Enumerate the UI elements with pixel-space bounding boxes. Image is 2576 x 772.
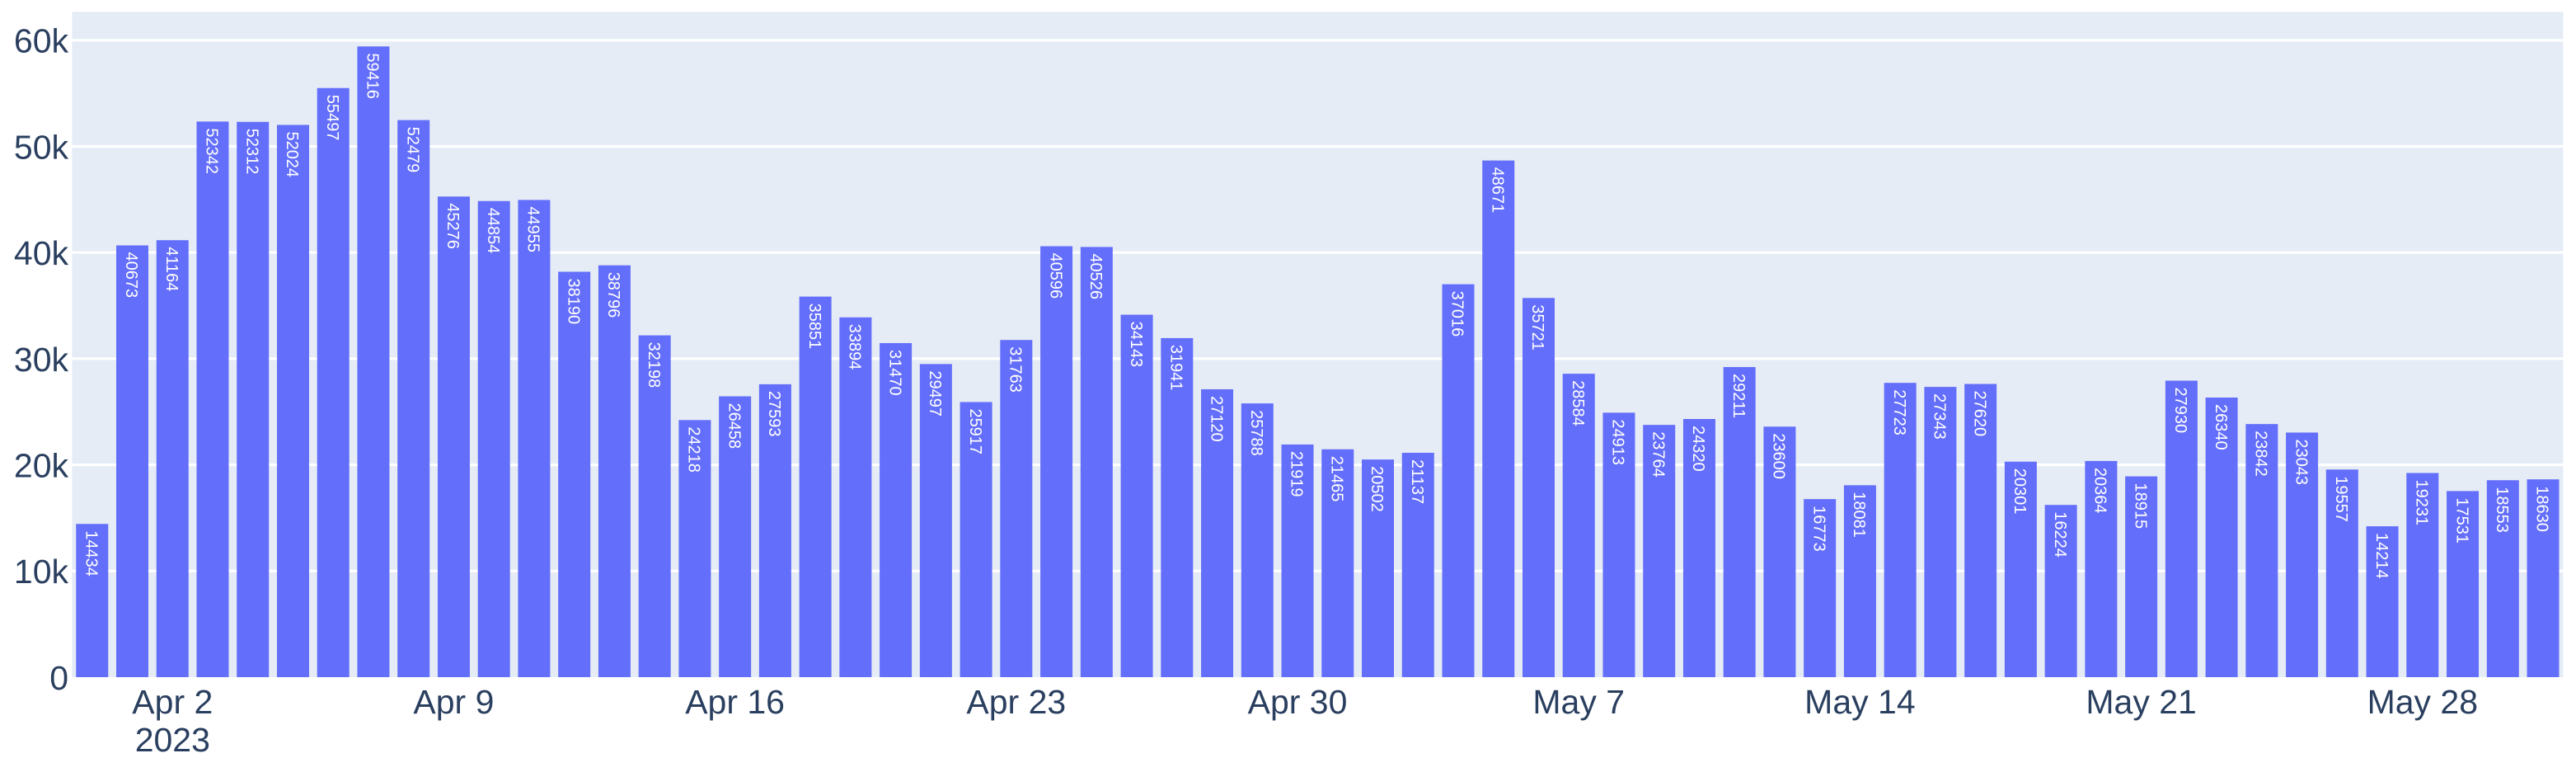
svg-text:23764: 23764 <box>1649 431 1667 478</box>
svg-text:41164: 41164 <box>162 247 181 291</box>
svg-text:30k: 30k <box>14 341 69 379</box>
svg-text:18553: 18553 <box>2493 487 2511 533</box>
svg-text:21919: 21919 <box>1288 451 1306 497</box>
svg-text:40k: 40k <box>14 234 69 272</box>
svg-text:27930: 27930 <box>2171 388 2189 434</box>
svg-text:19557: 19557 <box>2332 476 2350 522</box>
svg-text:38190: 38190 <box>564 278 582 324</box>
svg-text:May 14: May 14 <box>1804 683 1915 721</box>
svg-text:26458: 26458 <box>725 402 743 449</box>
svg-text:55497: 55497 <box>323 95 341 141</box>
svg-text:27343: 27343 <box>1931 393 1949 440</box>
svg-text:0: 0 <box>49 659 68 697</box>
svg-text:25788: 25788 <box>1247 410 1265 456</box>
svg-text:59416: 59416 <box>364 53 382 99</box>
svg-text:Apr 2: Apr 2 <box>132 683 213 721</box>
svg-text:10k: 10k <box>14 553 69 591</box>
svg-text:18915: 18915 <box>2131 483 2149 530</box>
svg-text:40596: 40596 <box>1046 253 1064 299</box>
svg-text:14214: 14214 <box>2372 533 2391 579</box>
svg-text:40673: 40673 <box>122 252 140 299</box>
svg-text:44955: 44955 <box>524 206 542 252</box>
svg-text:May 7: May 7 <box>1532 683 1625 721</box>
svg-text:23043: 23043 <box>2292 439 2310 485</box>
svg-text:27620: 27620 <box>1970 391 1988 437</box>
svg-text:37016: 37016 <box>1448 291 1466 337</box>
svg-text:32198: 32198 <box>645 342 663 388</box>
svg-text:29211: 29211 <box>1729 374 1748 418</box>
svg-text:20364: 20364 <box>2091 468 2109 514</box>
svg-text:14434: 14434 <box>82 530 100 577</box>
svg-text:23842: 23842 <box>2252 431 2270 477</box>
svg-text:21137: 21137 <box>1408 459 1426 504</box>
svg-text:Apr 23: Apr 23 <box>966 683 1066 721</box>
svg-text:48671: 48671 <box>1488 167 1506 214</box>
svg-text:27120: 27120 <box>1207 396 1225 442</box>
svg-text:May 28: May 28 <box>2367 683 2478 721</box>
svg-text:35851: 35851 <box>805 304 823 350</box>
svg-text:38796: 38796 <box>604 272 622 318</box>
svg-text:45276: 45276 <box>443 203 462 249</box>
svg-text:17531: 17531 <box>2452 497 2470 544</box>
svg-text:60k: 60k <box>14 22 69 60</box>
svg-text:25917: 25917 <box>966 408 984 454</box>
svg-text:31470: 31470 <box>885 350 903 396</box>
svg-text:16773: 16773 <box>1809 506 1828 552</box>
svg-text:33894: 33894 <box>846 324 864 370</box>
svg-text:18081: 18081 <box>1850 492 1868 538</box>
svg-text:Apr 16: Apr 16 <box>685 683 785 721</box>
svg-text:40526: 40526 <box>1086 253 1105 299</box>
svg-text:23600: 23600 <box>1770 433 1788 479</box>
svg-text:18630: 18630 <box>2533 486 2551 532</box>
svg-text:26340: 26340 <box>2212 404 2230 450</box>
svg-text:21465: 21465 <box>1327 456 1345 502</box>
svg-text:52024: 52024 <box>283 131 301 177</box>
svg-text:28584: 28584 <box>1569 380 1587 426</box>
svg-text:34143: 34143 <box>1127 322 1145 368</box>
svg-text:31941: 31941 <box>1167 345 1185 391</box>
svg-text:19231: 19231 <box>2413 480 2431 526</box>
svg-text:35721: 35721 <box>1528 304 1546 351</box>
svg-text:20k: 20k <box>14 447 69 485</box>
svg-text:Apr 9: Apr 9 <box>413 683 494 721</box>
svg-text:20301: 20301 <box>2011 468 2029 515</box>
svg-text:24218: 24218 <box>685 426 703 473</box>
svg-text:52479: 52479 <box>403 127 421 173</box>
svg-text:20502: 20502 <box>1368 466 1386 512</box>
svg-text:29497: 29497 <box>926 370 944 417</box>
svg-text:52312: 52312 <box>242 129 260 175</box>
svg-text:50k: 50k <box>14 128 69 166</box>
svg-text:27593: 27593 <box>765 391 783 437</box>
svg-text:44854: 44854 <box>484 208 502 254</box>
svg-text:52342: 52342 <box>203 128 221 174</box>
svg-text:24320: 24320 <box>1689 426 1707 472</box>
svg-text:2023: 2023 <box>135 721 210 759</box>
svg-text:24913: 24913 <box>1609 419 1627 465</box>
svg-text:16224: 16224 <box>2051 511 2069 558</box>
svg-text:27723: 27723 <box>1890 389 1908 435</box>
svg-text:May 21: May 21 <box>2086 683 2196 721</box>
svg-text:Apr 30: Apr 30 <box>1248 683 1348 721</box>
svg-text:31763: 31763 <box>1006 346 1025 393</box>
